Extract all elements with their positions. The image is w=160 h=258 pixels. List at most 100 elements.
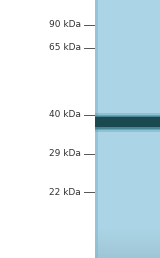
Bar: [95, 156, 98, 157]
Bar: [95, 90, 160, 91]
Bar: [95, 73, 160, 74]
Bar: [95, 126, 98, 127]
Bar: [95, 251, 160, 252]
Bar: [95, 97, 98, 98]
Bar: [95, 107, 98, 108]
Bar: [95, 212, 160, 213]
Bar: [95, 52, 160, 53]
Bar: [95, 51, 160, 52]
Bar: [95, 105, 98, 106]
Bar: [95, 34, 98, 35]
Bar: [95, 146, 98, 147]
Bar: [95, 145, 98, 146]
Bar: [95, 9, 98, 10]
Bar: [95, 23, 160, 24]
Bar: [95, 60, 98, 61]
Bar: [95, 66, 98, 67]
Bar: [95, 178, 98, 179]
Bar: [95, 162, 98, 163]
Bar: [95, 57, 98, 58]
Bar: [95, 223, 160, 224]
Bar: [95, 138, 98, 139]
Bar: [95, 254, 160, 255]
Bar: [95, 93, 98, 94]
Bar: [95, 193, 160, 194]
Bar: [95, 42, 160, 43]
Bar: [95, 224, 160, 225]
Bar: [95, 119, 160, 120]
Bar: [95, 83, 160, 84]
Bar: [95, 131, 160, 132]
Bar: [95, 178, 160, 179]
Bar: [95, 118, 160, 119]
Bar: [95, 48, 160, 49]
Bar: [95, 210, 160, 211]
Bar: [95, 250, 160, 251]
Bar: [95, 240, 160, 241]
Bar: [95, 151, 98, 152]
Bar: [95, 18, 160, 19]
Bar: [95, 168, 160, 170]
Bar: [95, 188, 98, 189]
Bar: [95, 186, 160, 187]
Bar: [95, 124, 160, 125]
Bar: [95, 145, 160, 146]
Bar: [95, 233, 98, 234]
Bar: [95, 72, 98, 73]
Bar: [95, 30, 98, 31]
Bar: [95, 213, 98, 214]
Bar: [95, 160, 160, 161]
Bar: [95, 23, 98, 24]
Bar: [95, 72, 160, 73]
Bar: [95, 47, 160, 48]
Bar: [95, 194, 160, 195]
Bar: [95, 121, 160, 122]
Bar: [95, 15, 98, 16]
Bar: [95, 47, 98, 48]
Bar: [95, 175, 98, 176]
Bar: [95, 69, 160, 70]
Bar: [95, 81, 98, 82]
Bar: [95, 62, 98, 63]
Bar: [95, 28, 160, 29]
Bar: [95, 230, 98, 231]
Bar: [95, 250, 98, 251]
Bar: [95, 34, 160, 35]
Bar: [95, 198, 160, 199]
Bar: [95, 59, 160, 60]
Bar: [95, 210, 98, 211]
Bar: [95, 7, 98, 8]
Bar: [95, 140, 160, 141]
Bar: [95, 209, 98, 210]
Bar: [95, 48, 98, 49]
Bar: [95, 127, 160, 128]
Bar: [95, 212, 98, 213]
Bar: [95, 52, 98, 53]
Bar: [95, 0, 98, 1]
Bar: [95, 201, 160, 202]
Bar: [95, 6, 98, 7]
Bar: [95, 129, 160, 130]
Bar: [95, 167, 98, 168]
Text: 65 kDa: 65 kDa: [49, 43, 81, 52]
Bar: [95, 177, 98, 178]
Bar: [95, 161, 98, 162]
Bar: [95, 249, 160, 250]
Bar: [95, 222, 98, 223]
Bar: [95, 84, 160, 85]
Bar: [95, 49, 98, 50]
Bar: [95, 10, 98, 11]
Bar: [95, 255, 98, 256]
Bar: [95, 88, 160, 90]
Bar: [95, 235, 160, 236]
Bar: [95, 10, 160, 11]
Bar: [95, 79, 98, 80]
Bar: [95, 187, 160, 188]
Bar: [95, 147, 160, 148]
Bar: [95, 243, 98, 244]
Bar: [95, 45, 98, 46]
Bar: [95, 186, 98, 187]
Bar: [95, 192, 98, 193]
Bar: [95, 228, 160, 229]
Bar: [95, 143, 160, 144]
